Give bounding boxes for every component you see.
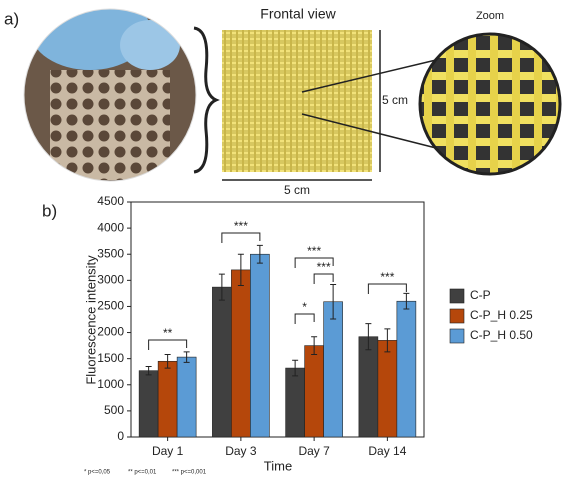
x-tick-label: Day 1 [152,444,184,458]
photo [20,0,200,185]
bar [324,302,343,437]
x-tick-label: Day 14 [368,444,406,458]
bar [177,357,196,437]
y-axis-label: Fluorescence intensity [83,255,98,385]
y-tick-label: 1500 [97,351,124,365]
x-tick-label: Day 7 [298,444,330,458]
x-tick-label: Day 3 [225,444,257,458]
view-title: Frontal view [260,6,336,22]
bar [158,361,177,437]
bar [305,346,324,437]
significance-label: *** [307,244,321,258]
legend-swatch [450,309,464,323]
significance-label: *** [317,260,331,274]
significance-label: *** [234,219,248,233]
legend-swatch [450,329,464,343]
bar [286,368,305,437]
significance-label: *** [380,270,394,284]
legend-swatch [450,289,464,303]
panel-label: a) [4,9,19,28]
y-tick-label: 4500 [97,194,124,208]
significance-bracket [295,314,314,324]
bar [378,340,397,437]
height-label: 5 cm [382,93,408,107]
legend-label: C-P [470,288,491,302]
y-tick-label: 0 [117,429,124,443]
bar [231,270,250,437]
y-tick-label: 500 [104,403,124,417]
bar [212,287,231,437]
significance-bracket [149,340,187,350]
bar [397,301,416,437]
scaffold-grid [222,30,372,172]
footnote: * p<=0,05 [84,470,111,476]
significance-bracket [222,233,260,243]
width-label: 5 cm [284,183,310,197]
significance-bracket [368,284,406,294]
footnote: *** p<=0,001 [172,470,207,476]
panel-label: b) [42,201,57,220]
y-tick-label: 4000 [97,220,124,234]
x-axis-label: Time [264,458,292,473]
y-tick-label: 1000 [97,377,124,391]
y-tick-label: 2500 [97,299,124,313]
significance-label: ** [163,326,173,340]
y-tick-label: 3000 [97,273,124,287]
significance-bracket [314,274,333,284]
bar [250,254,269,437]
bar [359,337,378,437]
legend-label: C-P_H 0.50 [470,328,533,342]
bar [139,371,158,437]
footnote: ** p<=0,01 [128,470,157,476]
figure: a) Frontal view 5 cm 5 cm Zoom b) Time F… [0,0,562,479]
y-tick-label: 3500 [97,246,124,260]
brace [194,28,216,172]
y-tick-label: 2000 [97,325,124,339]
panel-a: a) Frontal view 5 cm 5 cm Zoom [4,0,562,197]
zoom-title: Zoom [476,10,504,22]
legend-label: C-P_H 0.25 [470,308,533,322]
significance-label: * [302,300,307,314]
